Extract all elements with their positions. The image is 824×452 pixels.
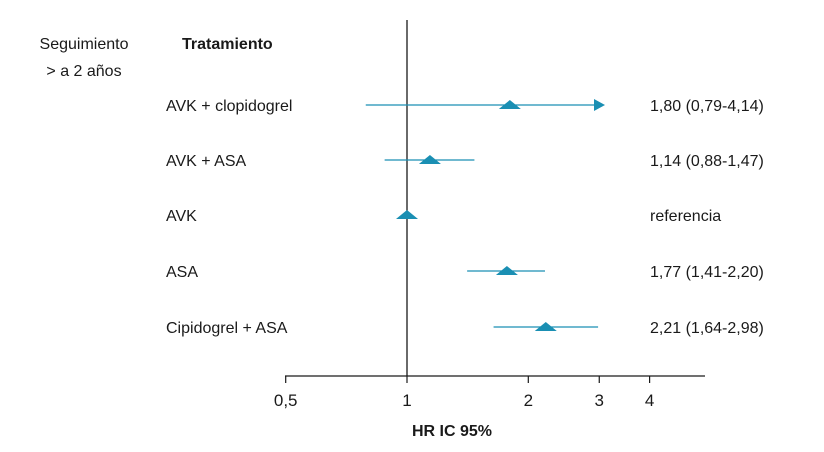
- row-label: ASA: [166, 264, 198, 281]
- row-value: 2,21 (1,64-2,98): [650, 320, 764, 337]
- point-estimate: [498, 100, 521, 109]
- row-value: 1,77 (1,41-2,20): [650, 264, 764, 281]
- group-header-line2: > a 2 años: [46, 63, 121, 80]
- x-tick-label: 3: [595, 391, 604, 410]
- row-value: 1,80 (0,79-4,14): [650, 98, 764, 115]
- row-value: 1,14 (0,88-1,47): [650, 153, 764, 170]
- rows-layer: AVK + clopidogrel 1,80 (0,79-4,14) AVK + A…: [166, 20, 764, 376]
- x-tick-label: 1: [402, 391, 411, 410]
- point-estimate: [418, 155, 441, 164]
- x-tick-label: 4: [645, 391, 654, 410]
- group-header-line1: Seguimiento: [40, 36, 129, 53]
- x-axis-label: HR IC 95%: [412, 423, 492, 440]
- row-label: Cipidogrel + ASA: [166, 320, 288, 337]
- point-estimate: [534, 322, 557, 331]
- x-tick-label: 2: [524, 391, 533, 410]
- treatment-header: Tratamiento: [182, 36, 273, 53]
- row-value: referencia: [650, 208, 721, 225]
- x-axis: 0,5 1 2 3 4: [274, 375, 705, 410]
- point-estimate: [396, 210, 418, 219]
- point-estimate: [495, 266, 518, 275]
- row-label: AVK + ASA: [166, 153, 247, 170]
- row-label: AVK + clopidogrel: [166, 98, 292, 115]
- ci-arrow: [594, 99, 605, 111]
- row-label: AVK: [166, 208, 197, 225]
- x-tick-label: 0,5: [274, 391, 298, 410]
